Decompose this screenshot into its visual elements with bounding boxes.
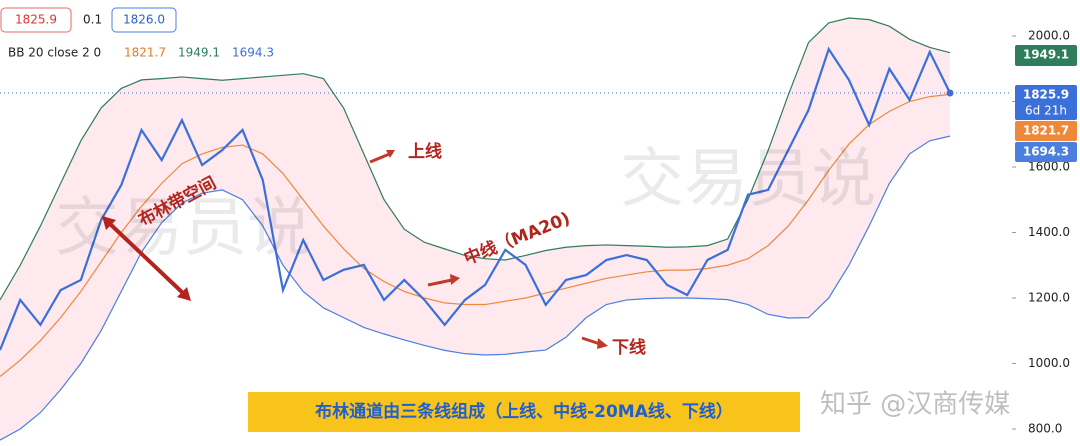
series-line bbox=[0, 135, 951, 441]
watermark: 交易员说 bbox=[620, 143, 876, 217]
arrow-head bbox=[386, 150, 395, 158]
legend-title: BB 20 close 2 0 bbox=[8, 46, 101, 60]
arrow-head bbox=[597, 338, 608, 349]
series-line bbox=[0, 46, 951, 351]
legend-value: 1949.1 bbox=[178, 46, 220, 60]
arrow bbox=[427, 278, 453, 287]
annotation: 下线 bbox=[612, 337, 646, 358]
series-line bbox=[0, 93, 951, 378]
last-point bbox=[946, 89, 954, 97]
spread: 0.1 bbox=[83, 13, 102, 27]
arrow-head bbox=[450, 274, 460, 285]
countdown: 6d 21h bbox=[1025, 104, 1067, 118]
plot-area bbox=[0, 17, 1012, 441]
value-label: 1694.3 bbox=[1023, 145, 1069, 159]
value-box bbox=[1015, 85, 1077, 120]
y-axis: 800.01000.01200.01400.01600.01800.02000.… bbox=[1012, 29, 1077, 435]
y-tick-label: 1600.0 bbox=[1028, 160, 1070, 174]
annotation: 上线 bbox=[408, 141, 442, 162]
ask: 1826.0 bbox=[123, 13, 165, 27]
y-tick-label: 1000.0 bbox=[1028, 356, 1070, 370]
ask-box bbox=[111, 7, 177, 33]
y-tick-label: 1400.0 bbox=[1028, 225, 1070, 239]
watermark: 交易员说 bbox=[55, 192, 311, 266]
header: 1825.9 0.1 1826.0 BB 20 close 2 0 1821.7… bbox=[0, 7, 274, 60]
value-label: 1949.1 bbox=[1023, 48, 1069, 62]
value-label: 1821.7 bbox=[1023, 124, 1069, 138]
y-tick-label: 2000.0 bbox=[1028, 29, 1070, 43]
banner-text: 布林通道由三条线组成（上线、中线-20MA线、下线） bbox=[315, 401, 733, 422]
double-arrow bbox=[106, 220, 187, 297]
legend-value: 1821.7 bbox=[124, 46, 166, 60]
y-tick-label: 1200.0 bbox=[1028, 290, 1070, 304]
value-box bbox=[1015, 121, 1077, 141]
watermark: 知乎 @汉商传媒 bbox=[820, 390, 1010, 420]
legend-value: 1694.3 bbox=[232, 46, 274, 60]
value-box bbox=[1015, 142, 1077, 162]
band-fill bbox=[0, 18, 950, 441]
arrow-head bbox=[177, 287, 191, 301]
arrow-head bbox=[102, 216, 116, 230]
banner bbox=[248, 392, 800, 432]
series-line bbox=[0, 17, 951, 301]
price: 1825.9 bbox=[15, 13, 57, 27]
arrow bbox=[581, 336, 601, 346]
value-label: 1825.9 bbox=[1023, 88, 1069, 102]
y-tick-label: 800.0 bbox=[1028, 421, 1062, 435]
value-box bbox=[1015, 45, 1077, 66]
price-box bbox=[0, 7, 72, 33]
